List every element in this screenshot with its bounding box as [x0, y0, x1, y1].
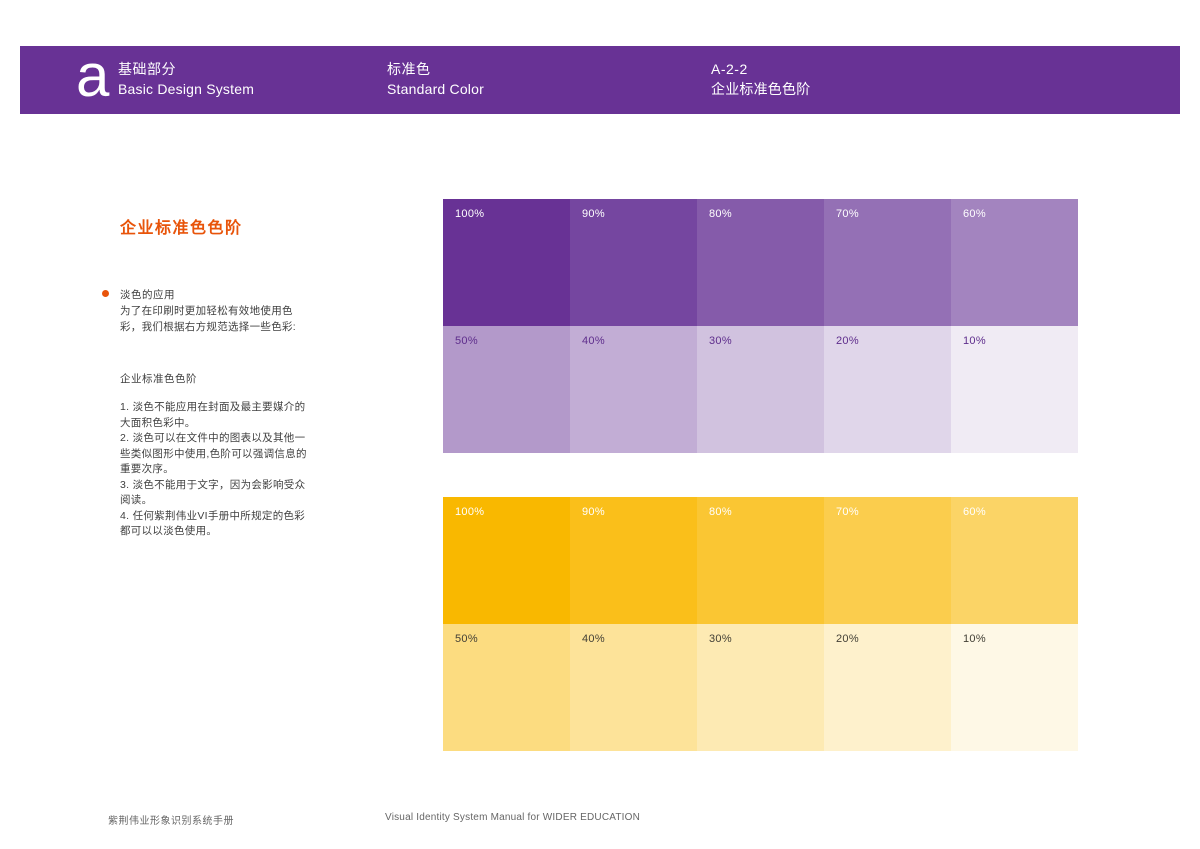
usage-notes: 1. 淡色不能应用在封面及最主要媒介的大面积色彩中。 2. 淡色可以在文件中的图…	[120, 400, 312, 540]
usage-note-4: 4. 任何紫荆伟业VI手册中所规定的色彩都可以以淡色使用。	[120, 509, 306, 538]
purple-swatch-100%: 100%	[443, 199, 570, 326]
footer-manual-title: 紫荆伟业形象识别系统手册	[108, 816, 234, 827]
purple-swatch-70%: 70%	[824, 199, 951, 326]
swatch-percent-label: 30%	[709, 633, 732, 645]
yellow-swatch-70%: 70%	[824, 497, 951, 624]
page-title: 企业标准色色阶	[120, 220, 243, 237]
purple-swatch-40%: 40%	[570, 326, 697, 453]
header-section-basic-design-zh: 基础部分	[118, 61, 176, 77]
swatch-percent-label: 50%	[455, 335, 478, 347]
purple-swatch-80%: 80%	[697, 199, 824, 326]
yellow-swatch-80%: 80%	[697, 497, 824, 624]
purple-swatch-30%: 30%	[697, 326, 824, 453]
header-section-standard-color-zh: 标准色	[387, 61, 431, 77]
swatch-percent-label: 10%	[963, 633, 986, 645]
swatch-percent-label: 30%	[709, 335, 732, 347]
bullet-label: 淡色的应用	[120, 289, 175, 301]
purple-swatch-20%: 20%	[824, 326, 951, 453]
swatch-percent-label: 70%	[836, 208, 859, 220]
swatch-percent-label: 80%	[709, 506, 732, 518]
yellow-scale-grid: 100% 90% 80% 70% 60% 50% 40% 30% 20% 10%	[443, 497, 1078, 751]
header-section-standard-color: 标准色 Standard Color	[387, 59, 484, 99]
bullet-dot-icon	[102, 290, 109, 297]
swatch-percent-label: 60%	[963, 506, 986, 518]
header-section-page-code: A-2-2 企业标准色色阶	[711, 59, 810, 99]
swatch-percent-label: 100%	[455, 208, 485, 220]
swatch-percent-label: 20%	[836, 633, 859, 645]
header-bar: a 基础部分 Basic Design System 标准色 Standard …	[20, 42, 1180, 114]
yellow-swatch-40%: 40%	[570, 624, 697, 751]
header-section-basic-design-en: Basic Design System	[118, 81, 255, 97]
section-letter-logo: a	[76, 42, 110, 109]
yellow-swatch-30%: 30%	[697, 624, 824, 751]
purple-scale-grid: 100% 90% 80% 70% 60% 50% 40% 30% 20% 10%	[443, 199, 1078, 453]
yellow-swatch-50%: 50%	[443, 624, 570, 751]
swatch-percent-label: 70%	[836, 506, 859, 518]
purple-swatch-10%: 10%	[951, 326, 1078, 453]
swatch-percent-label: 40%	[582, 335, 605, 347]
swatch-percent-label: 40%	[582, 633, 605, 645]
swatch-percent-label: 80%	[709, 208, 732, 220]
footer-manual-subtitle: Visual Identity System Manual for WIDER …	[385, 812, 641, 823]
purple-swatch-50%: 50%	[443, 326, 570, 453]
yellow-swatch-90%: 90%	[570, 497, 697, 624]
header-section-standard-color-en: Standard Color	[387, 81, 484, 97]
swatch-percent-label: 60%	[963, 208, 986, 220]
purple-swatch-60%: 60%	[951, 199, 1078, 326]
swatch-percent-label: 90%	[582, 506, 605, 518]
swatch-percent-label: 90%	[582, 208, 605, 220]
yellow-swatch-10%: 10%	[951, 624, 1078, 751]
usage-note-2: 2. 淡色可以在文件中的图表以及其他一些类似图形中使用,色阶可以强调信息的重要次…	[120, 432, 307, 475]
sub-heading: 企业标准色色阶	[120, 373, 197, 385]
yellow-swatch-20%: 20%	[824, 624, 951, 751]
purple-swatch-90%: 90%	[570, 199, 697, 326]
yellow-swatch-60%: 60%	[951, 497, 1078, 624]
header-section-basic-design: 基础部分 Basic Design System	[118, 59, 254, 99]
swatch-percent-label: 50%	[455, 633, 478, 645]
swatch-percent-label: 10%	[963, 335, 986, 347]
usage-note-3: 3. 淡色不能用于文字，因为会影响受众阅读。	[120, 478, 306, 507]
intro-paragraph: 为了在印刷时更加轻松有效地使用色彩，我们根据右方规范选择一些色彩:	[120, 305, 297, 333]
header-page-subtitle: 企业标准色色阶	[711, 81, 811, 97]
yellow-swatch-100%: 100%	[443, 497, 570, 624]
swatch-percent-label: 100%	[455, 506, 485, 518]
header-page-code: A-2-2	[711, 61, 748, 77]
usage-note-1: 1. 淡色不能应用在封面及最主要媒介的大面积色彩中。	[120, 401, 306, 429]
swatch-percent-label: 20%	[836, 335, 859, 347]
